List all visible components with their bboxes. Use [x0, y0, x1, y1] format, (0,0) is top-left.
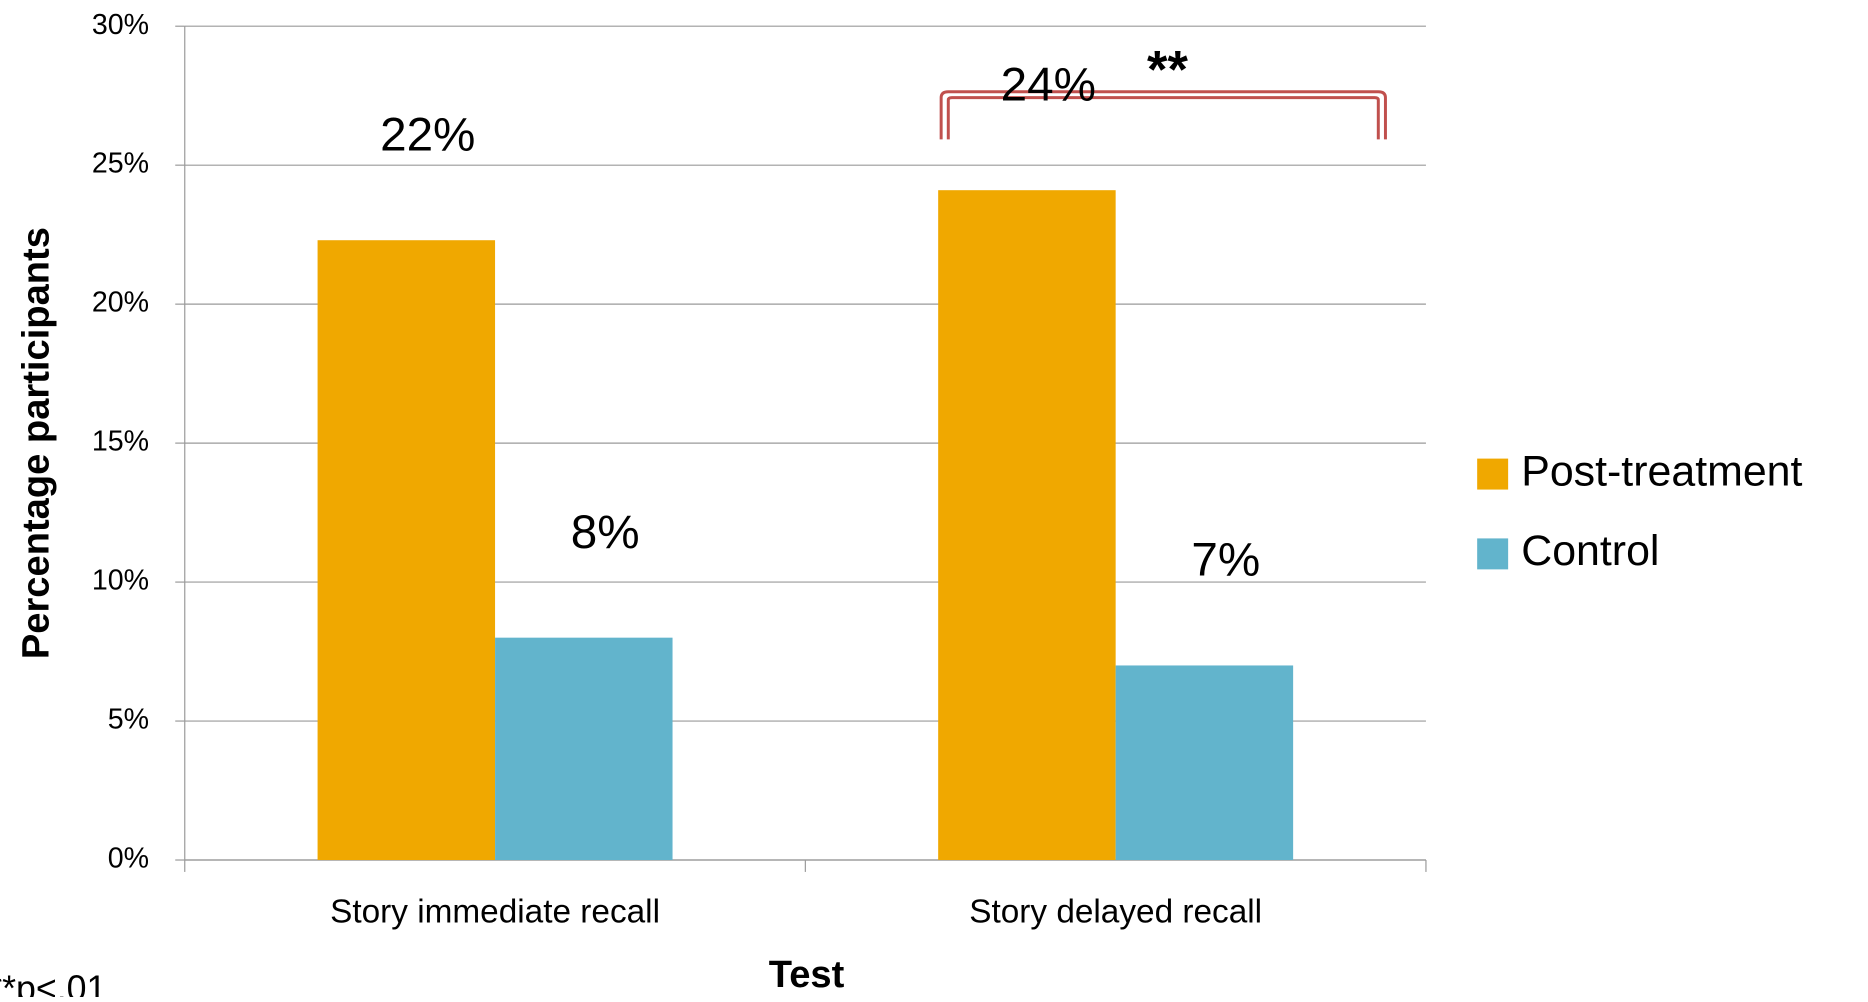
significance-marker: ** [1147, 42, 1188, 100]
y-tick-label: 20% [92, 287, 149, 319]
y-axis-title: Percentage participants [15, 227, 57, 659]
legend-swatch [1477, 458, 1509, 490]
value-label: 8% [571, 506, 640, 559]
x-tick-label: Story immediate recall [330, 893, 660, 930]
y-tick-label: 15% [92, 426, 149, 458]
legend-label: Post-treatment [1521, 447, 1802, 495]
bar [1115, 665, 1294, 861]
footnote: **p<.01 [0, 968, 106, 997]
y-tick-label: 0% [108, 843, 149, 875]
legend-label: Control [1521, 527, 1659, 575]
value-label: 22% [380, 108, 475, 161]
legend-swatch [1477, 538, 1509, 570]
y-tick-label: 10% [92, 565, 149, 597]
x-axis-title: Test [769, 954, 845, 996]
bar [495, 637, 673, 861]
value-label: 7% [1191, 534, 1260, 587]
bar [938, 190, 1116, 861]
y-tick-label: 5% [108, 704, 149, 736]
x-tick-label: Story delayed recall [969, 893, 1262, 930]
y-tick-label: 25% [92, 148, 149, 180]
value-label: 24% [1001, 58, 1096, 111]
significance-bracket [939, 90, 1387, 140]
y-tick-label: 30% [92, 9, 149, 41]
bar [317, 240, 496, 861]
